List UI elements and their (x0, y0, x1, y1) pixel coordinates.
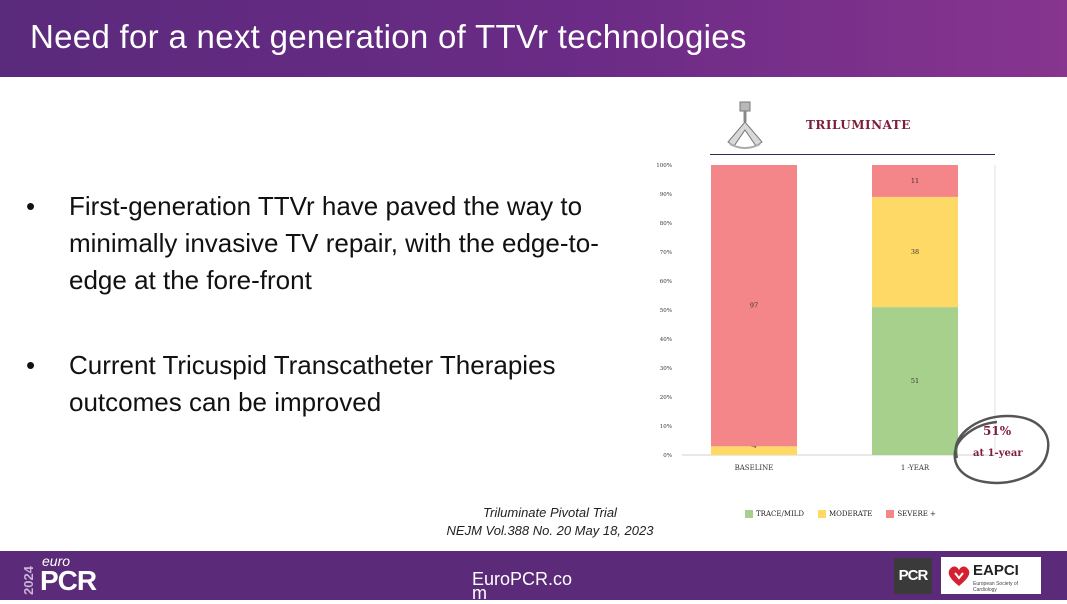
bullet-text: First-generation TTVr have paved the way… (69, 191, 599, 295)
hand-drawn-circle-icon (953, 414, 1050, 485)
x-tick-label: BASELINE (735, 464, 774, 472)
y-tick-label: 90% (660, 192, 672, 198)
bullet-list: • First-generation TTVr have paved the w… (26, 188, 606, 469)
legend-swatch (886, 510, 895, 518)
bar-segment (711, 446, 797, 455)
annotation-caption: at 1-year (973, 448, 1023, 459)
data-label: 97 (750, 302, 758, 310)
data-label: 51 (911, 377, 919, 385)
legend-swatch (745, 510, 753, 518)
y-tick-label: 70% (660, 250, 672, 256)
y-tick-label: 100% (656, 163, 672, 169)
bullet-item: • Current Tricuspid Transcatheter Therap… (26, 347, 606, 421)
chart-title: TRILUMINATE (806, 118, 911, 132)
year-label: 2024 (21, 565, 36, 595)
citation-trial: Triluminate Pivotal Trial (483, 505, 617, 520)
y-tick-label: 0% (663, 453, 672, 459)
legend-item: MODERATE (818, 510, 872, 518)
y-tick-label: 20% (660, 395, 672, 401)
bullet-symbol: • (26, 191, 36, 221)
stacked-bar-chart: 0%10%20%30%40%50%60%70%80%90%100%0497BAS… (656, 163, 996, 472)
y-tick-label: 30% (660, 366, 672, 372)
bar-segment (872, 196, 958, 308)
data-label: 38 (911, 248, 919, 256)
bar-segment (711, 165, 797, 447)
data-label: 11 (911, 177, 919, 185)
bullet-text: Current Tricuspid Transcatheter Therapie… (69, 350, 556, 417)
x-tick-label: 1 -YEAR (901, 464, 930, 472)
brand-euro: euro (42, 553, 71, 569)
slide-title: Need for a next generation of TTVr techn… (30, 18, 747, 55)
eapci-logo: EAPCI European Society of Cardiology (941, 557, 1041, 594)
eapci-text: EAPCI (973, 562, 1019, 579)
annotation-circle: 51% at 1-year (945, 410, 1055, 488)
brand-pcr: PCR (40, 565, 97, 596)
citation-journal: NEJM Vol.388 No. 20 May 18, 2023 (446, 523, 654, 538)
citation: Triluminate Pivotal Trial NEJM Vol.388 N… (360, 504, 740, 540)
bullet-item: • First-generation TTVr have paved the w… (26, 188, 606, 299)
legend-item: TRACE/MILD (745, 510, 804, 518)
chart-legend: TRACE/MILD MODERATE SEVERE + (745, 510, 950, 518)
legend-swatch (818, 510, 827, 518)
esc-text: European Society of Cardiology (973, 581, 1019, 593)
legend-item: SEVERE + (886, 510, 936, 518)
bar-segment (872, 307, 958, 455)
heart-icon (948, 566, 970, 586)
footer-url[interactable]: EuroPCR.co m (472, 568, 572, 604)
y-tick-label: 10% (660, 424, 672, 430)
title-divider (710, 154, 995, 155)
url-line: m (472, 583, 487, 603)
title-bar: Need for a next generation of TTVr techn… (0, 0, 1067, 77)
annotation-percent: 51% (983, 424, 1012, 438)
y-tick-label: 80% (660, 221, 672, 227)
footer-bar: 2024 euro PCR EuroPCR.co m PCR EAPCI Eur… (0, 551, 1067, 603)
url-line: EuroPCR.co (472, 569, 573, 589)
y-tick-label: 60% (660, 279, 672, 285)
bar-segment (872, 165, 958, 197)
legend-label: SEVERE + (897, 510, 936, 518)
svg-text:2024: 2024 (21, 565, 36, 595)
pcr-logo: PCR (894, 558, 932, 594)
y-tick-label: 40% (660, 337, 672, 343)
clip-device-icon (727, 101, 763, 149)
y-tick-label: 50% (660, 308, 672, 314)
legend-label: TRACE/MILD (756, 510, 805, 518)
bullet-symbol: • (26, 350, 36, 380)
legend-label: MODERATE (829, 510, 873, 518)
